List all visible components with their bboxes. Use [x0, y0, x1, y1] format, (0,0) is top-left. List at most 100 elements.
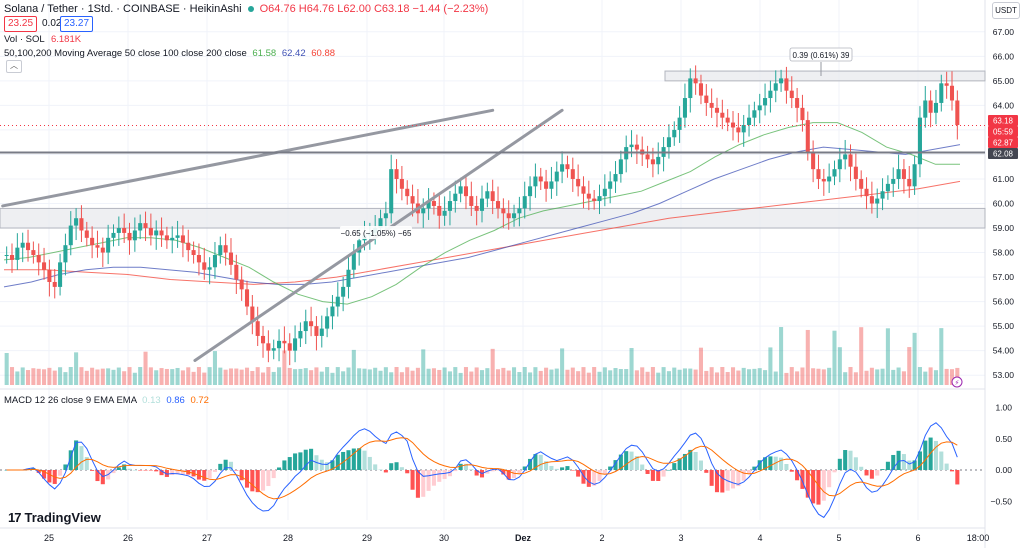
candle-body	[656, 156, 661, 165]
candle-body	[15, 247, 20, 260]
volume-bar	[287, 367, 292, 385]
time-tick-label: 27	[202, 533, 212, 543]
volume-bar	[490, 348, 495, 385]
volume-bar	[31, 368, 36, 385]
candle-body	[843, 154, 848, 160]
macd-histogram-bar	[795, 470, 800, 481]
macd-histogram-bar	[634, 456, 639, 470]
volume-bar	[223, 369, 228, 385]
volume-bar	[207, 367, 212, 385]
macd-histogram-bar	[747, 470, 752, 474]
macd-line-value: 0.86	[166, 395, 185, 406]
macd-histogram-bar	[901, 454, 906, 470]
market-status-icon	[247, 6, 254, 12]
macd-histogram-bar	[469, 469, 474, 470]
candle-body	[431, 201, 436, 206]
volume-bar	[293, 369, 298, 385]
volume-bar	[730, 367, 736, 385]
volume-bar	[757, 368, 762, 385]
macd-histogram-bar	[768, 456, 773, 470]
candle-body	[421, 208, 426, 214]
volume-bar	[170, 369, 175, 385]
macd-histogram-bar	[95, 470, 100, 482]
volume-bar	[9, 367, 15, 385]
macd-histogram-bar	[410, 470, 415, 490]
price-tick-label: 53.00	[993, 370, 1015, 380]
volume-bar	[399, 372, 404, 385]
volume-bar	[827, 367, 832, 385]
volume-bar	[549, 369, 554, 385]
macd-histogram-bar	[693, 451, 698, 470]
candle-body	[528, 186, 533, 197]
macd-histogram-bar	[154, 470, 159, 472]
candle-body	[725, 117, 730, 123]
macd-histogram-bar	[832, 470, 837, 473]
time-tick-label: 28	[283, 533, 293, 543]
candle-body	[544, 181, 549, 189]
volume-bar	[84, 370, 89, 385]
macd-histogram-bar	[704, 470, 709, 473]
macd-histogram-bar	[148, 470, 153, 471]
volume-bar	[613, 368, 618, 385]
candle-body	[928, 100, 933, 113]
volume-bar	[319, 371, 324, 385]
volume-bar	[885, 328, 890, 385]
candle-body	[405, 188, 410, 197]
volume-bar	[933, 370, 938, 385]
volume-bar	[928, 367, 933, 385]
volume-bar	[389, 372, 394, 385]
macd-histogram-bar	[533, 454, 538, 470]
candle-body	[399, 178, 404, 189]
candle-body	[586, 193, 591, 199]
macd-histogram-bar	[618, 454, 623, 470]
currency-button[interactable]: USDT	[992, 2, 1020, 19]
chart-grid	[0, 0, 986, 548]
macd-histogram-bar	[357, 448, 362, 470]
candle-body	[752, 110, 757, 118]
tradingview-logo[interactable]: 17 TradingView	[8, 510, 101, 525]
candle-body	[36, 255, 41, 263]
symbol-header[interactable]: Solana / Tether · 1Std. · COINBASE · Hei…	[4, 3, 488, 15]
ask-price[interactable]: 23.27	[60, 16, 94, 32]
macd-histogram-bar	[415, 470, 420, 498]
symbol-title[interactable]: Solana / Tether · 1Std. · COINBASE · Hei…	[4, 3, 242, 15]
volume-bar	[891, 369, 896, 385]
volume-bar	[576, 371, 581, 385]
macd-histogram-bar	[426, 470, 431, 491]
candle-body	[164, 235, 169, 241]
chevron-up-icon[interactable]: ︿	[6, 60, 22, 73]
volume-bar	[255, 367, 260, 385]
candle-body	[490, 191, 495, 202]
signal-line	[6, 437, 958, 500]
volume-bar	[560, 348, 565, 385]
time-tick-label: 4	[757, 533, 762, 543]
candle-body	[859, 178, 864, 189]
macd-tick-label: −0.50	[990, 496, 1012, 506]
volume-bar	[618, 369, 623, 385]
macd-histogram-bar	[84, 457, 89, 470]
candle-body	[677, 117, 682, 130]
macd-histogram-bar	[949, 470, 955, 472]
volume-bar	[426, 368, 431, 385]
volume-bars	[4, 327, 960, 385]
bid-price[interactable]: 23.25	[4, 16, 38, 32]
candle-body	[458, 186, 463, 194]
candles[interactable]	[4, 65, 960, 366]
macd-histogram-bar	[202, 470, 207, 481]
volume-legend[interactable]: Vol · SOL 6.181K	[4, 34, 81, 45]
candle-body	[223, 245, 228, 253]
macd-histogram-bar	[869, 470, 874, 479]
trend-lines[interactable]	[0, 108, 985, 362]
macd-legend[interactable]: MACD 12 26 close 9 EMA EMA 0.13 0.86 0.7…	[4, 395, 209, 406]
ma-legend[interactable]: 50,100,200 Moving Average 50 close 100 c…	[4, 48, 335, 59]
candle-body	[533, 176, 538, 187]
macd-histogram-bar	[688, 449, 693, 470]
candle-body	[479, 198, 485, 211]
volume-bar	[42, 369, 47, 385]
volume-bar	[747, 369, 752, 385]
candle-body	[378, 218, 383, 229]
candle-body	[581, 186, 586, 194]
candle-body	[202, 262, 207, 270]
candle-body	[4, 255, 9, 257]
